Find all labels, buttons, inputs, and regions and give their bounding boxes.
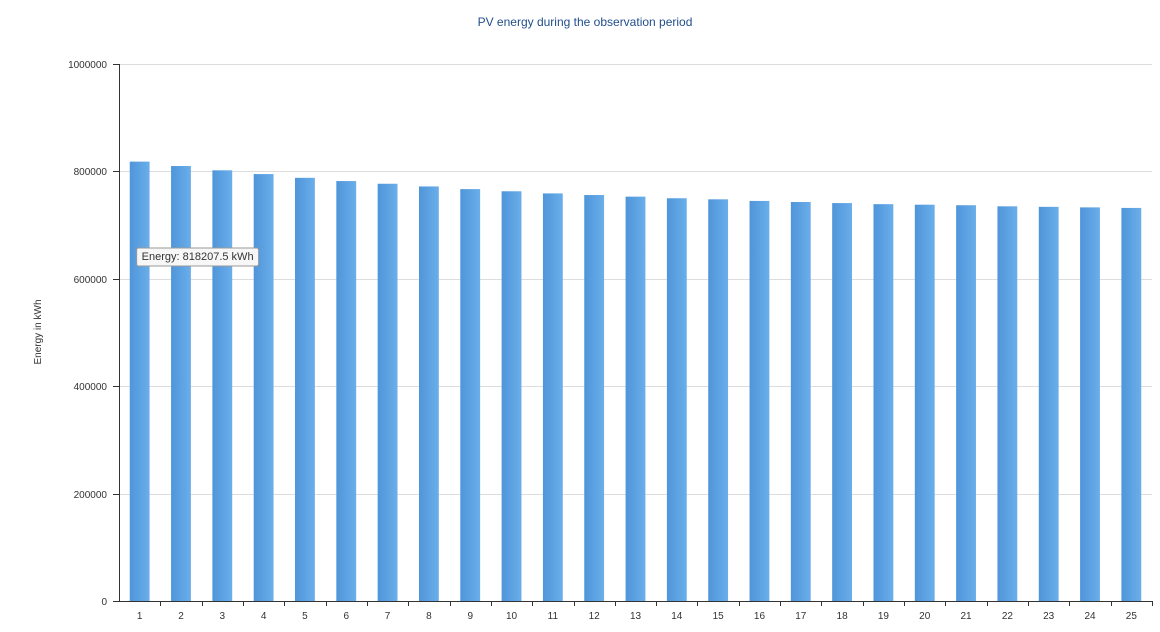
bar[interactable]	[501, 191, 522, 601]
bar[interactable]	[873, 204, 894, 601]
x-tick-label: 22	[1002, 611, 1014, 622]
y-tick-label: 400000	[74, 382, 108, 393]
bar[interactable]	[542, 193, 563, 602]
bar[interactable]	[129, 161, 150, 601]
x-tick-label: 19	[878, 611, 890, 622]
bar[interactable]	[832, 203, 853, 601]
x-tick-label: 12	[589, 611, 601, 622]
x-tick-label: 13	[630, 611, 642, 622]
x-tick-label: 9	[467, 611, 473, 622]
bar[interactable]	[1080, 207, 1100, 601]
x-tick-label: 16	[754, 611, 766, 622]
x-tick-label: 23	[1043, 611, 1055, 622]
axes	[113, 64, 1153, 606]
tooltip-text: Energy: 818207.5 kWh	[142, 251, 254, 263]
bar[interactable]	[336, 181, 357, 601]
x-tick-label: 25	[1126, 611, 1138, 622]
bar[interactable]	[295, 177, 315, 601]
x-tick-label: 3	[220, 611, 226, 622]
chart-title: PV energy during the observation period	[478, 15, 693, 29]
x-tick-label: 15	[713, 611, 725, 622]
x-tick-label: 2	[178, 611, 184, 622]
bar[interactable]	[1121, 207, 1142, 602]
bar[interactable]	[418, 186, 439, 601]
bar[interactable]	[212, 170, 233, 601]
tooltip: Energy: 818207.5 kWh	[136, 247, 260, 267]
x-tick-label: 14	[671, 611, 683, 622]
x-tick-label: 17	[795, 611, 807, 622]
y-tick-label: 800000	[74, 167, 108, 178]
bar[interactable]	[625, 196, 646, 601]
y-tick-label: 1000000	[68, 60, 107, 71]
x-tick-label: 5	[302, 611, 308, 622]
x-tick-label: 8	[426, 611, 432, 622]
y-axis-title: Energy in kWh	[33, 299, 44, 364]
x-tick-label: 20	[919, 611, 931, 622]
bar[interactable]	[253, 174, 274, 601]
x-tick-label: 10	[506, 611, 518, 622]
x-tick-label: 1	[137, 611, 143, 622]
x-tick-label: 11	[548, 611, 559, 622]
bar[interactable]	[460, 189, 481, 601]
y-axis-tick-labels: 0 200000 400000 600000 800000 1000000	[68, 60, 107, 608]
x-tick-label: 4	[261, 611, 267, 622]
x-tick-label: 24	[1084, 611, 1096, 622]
y-tick-label: 200000	[74, 490, 108, 501]
bar[interactable]	[790, 202, 811, 601]
x-axis-tick-labels: 1 2 3 4 5 6 7 8 9 10 11 12 13 14 15 16 17 18 19 20 21 22 23 24 2…	[137, 611, 1137, 622]
x-tick-label: 18	[837, 611, 849, 622]
x-tick-label: 7	[385, 611, 391, 622]
bars	[129, 161, 1142, 602]
bar[interactable]	[914, 204, 935, 601]
x-tick-label: 6	[343, 611, 349, 622]
bar[interactable]	[749, 200, 770, 601]
bar[interactable]	[377, 183, 398, 601]
bar[interactable]	[956, 205, 976, 602]
x-tick-label: 21	[960, 611, 972, 622]
bar[interactable]	[584, 195, 605, 601]
bar[interactable]	[666, 198, 687, 601]
y-tick-label: 0	[101, 597, 107, 608]
bar[interactable]	[171, 166, 191, 601]
bar[interactable]	[708, 199, 729, 601]
bar[interactable]	[997, 206, 1018, 601]
tooltip-box	[136, 247, 260, 267]
y-tick-label: 600000	[74, 275, 108, 286]
bar[interactable]	[1038, 206, 1059, 601]
